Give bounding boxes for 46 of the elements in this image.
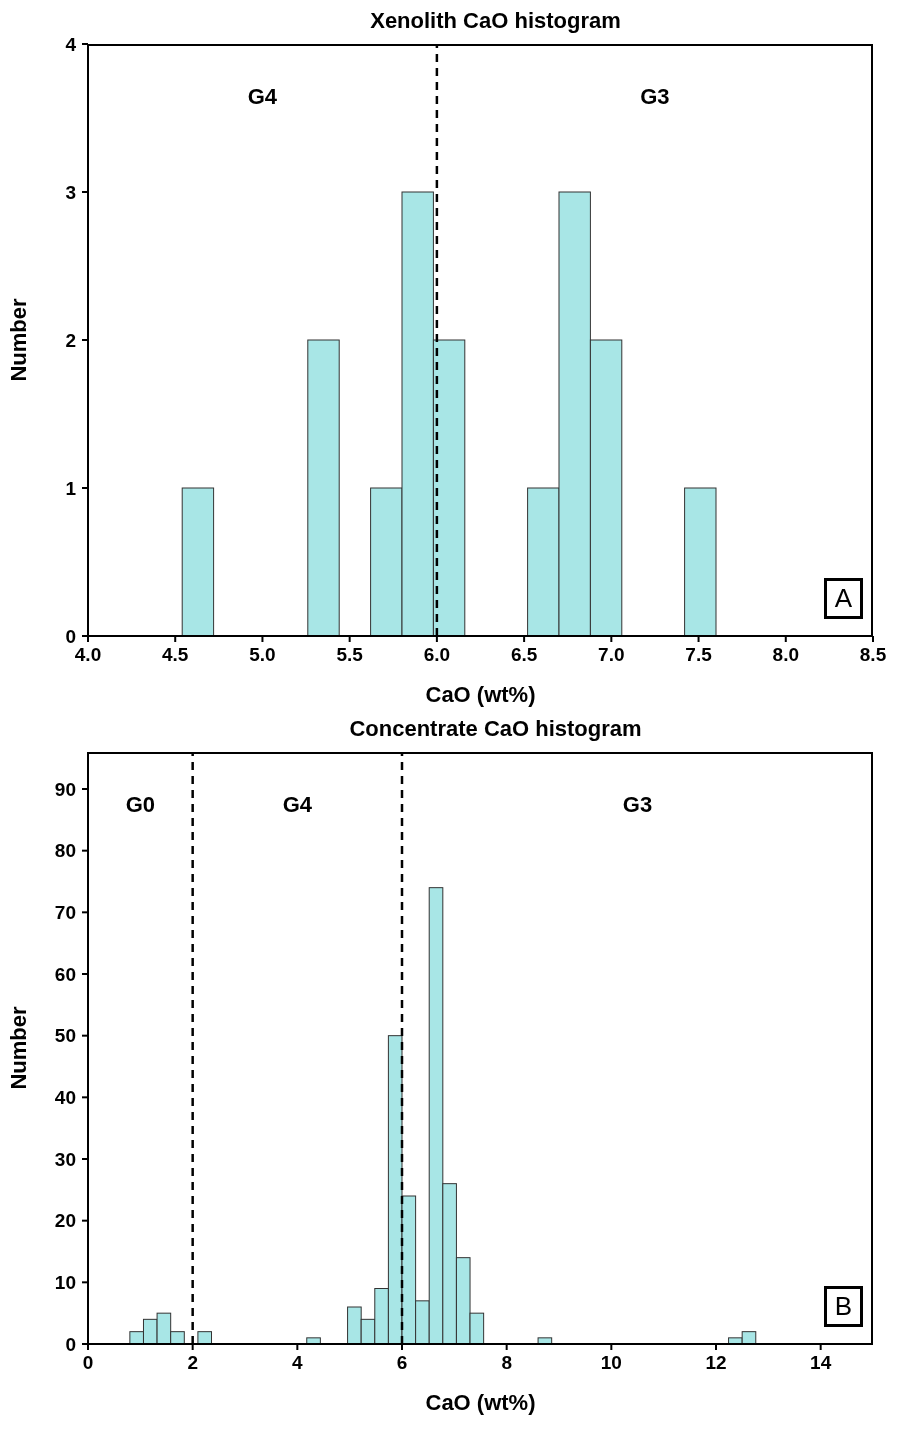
y-axis-title: Number bbox=[5, 298, 31, 382]
y-tick-label: 2 bbox=[65, 329, 76, 351]
x-tick-label: 14 bbox=[810, 1352, 832, 1374]
annotation: A bbox=[823, 578, 863, 619]
annotation: B bbox=[823, 1286, 863, 1327]
x-tick-label: 8.5 bbox=[859, 644, 887, 666]
y-tick-label: 10 bbox=[54, 1272, 76, 1294]
x-tick-label: 4.5 bbox=[162, 644, 189, 666]
y-tick-label: 0 bbox=[65, 625, 76, 647]
annotation: G4 bbox=[246, 84, 279, 110]
y-tick-label: 0 bbox=[65, 1333, 76, 1355]
x-tick-label: 0 bbox=[82, 1352, 94, 1374]
annotation: G0 bbox=[124, 792, 156, 818]
annotation: G3 bbox=[621, 792, 654, 818]
y-tick-label: 70 bbox=[54, 902, 76, 924]
y-tick-label: 4 bbox=[65, 33, 77, 55]
x-tick-label: 10 bbox=[600, 1352, 622, 1374]
y-tick-label: 50 bbox=[54, 1025, 76, 1047]
x-tick-label: 4.0 bbox=[74, 644, 102, 666]
y-tick-label: 60 bbox=[54, 963, 76, 985]
chart-title: Xenolith CaO histogram bbox=[370, 8, 621, 33]
x-axis-title: CaO (wt%) bbox=[425, 1390, 536, 1415]
y-tick-label: 30 bbox=[54, 1148, 76, 1170]
y-axis-title: Number bbox=[5, 1006, 31, 1090]
y-tick-label: 40 bbox=[54, 1087, 76, 1109]
chart-title: Concentrate CaO histogram bbox=[348, 716, 643, 743]
x-tick-label: 8 bbox=[501, 1352, 512, 1374]
x-tick-label: 4 bbox=[292, 1352, 304, 1374]
x-tick-label: 6.5 bbox=[510, 644, 538, 666]
y-tick-label: 90 bbox=[54, 778, 76, 800]
y-tick-label: 20 bbox=[54, 1210, 76, 1232]
x-tick-label: 8.0 bbox=[772, 644, 799, 666]
x-tick-label: 6.0 bbox=[423, 644, 451, 666]
x-tick-label: 12 bbox=[705, 1352, 727, 1374]
x-tick-label: 5.5 bbox=[336, 644, 364, 666]
y-tick-label: 1 bbox=[65, 477, 77, 499]
x-tick-label: 6 bbox=[396, 1352, 408, 1374]
x-tick-label: 7.5 bbox=[685, 644, 713, 666]
y-tick-label: 3 bbox=[65, 181, 76, 203]
x-tick-label: 2 bbox=[187, 1352, 198, 1374]
x-axis-title: CaO (wt%) bbox=[425, 682, 536, 707]
annotation: G4 bbox=[281, 792, 313, 818]
annotation: G3 bbox=[639, 84, 671, 110]
y-tick-label: 80 bbox=[54, 840, 76, 862]
x-tick-label: 7.0 bbox=[598, 644, 625, 666]
x-tick-label: 5.0 bbox=[249, 644, 276, 666]
